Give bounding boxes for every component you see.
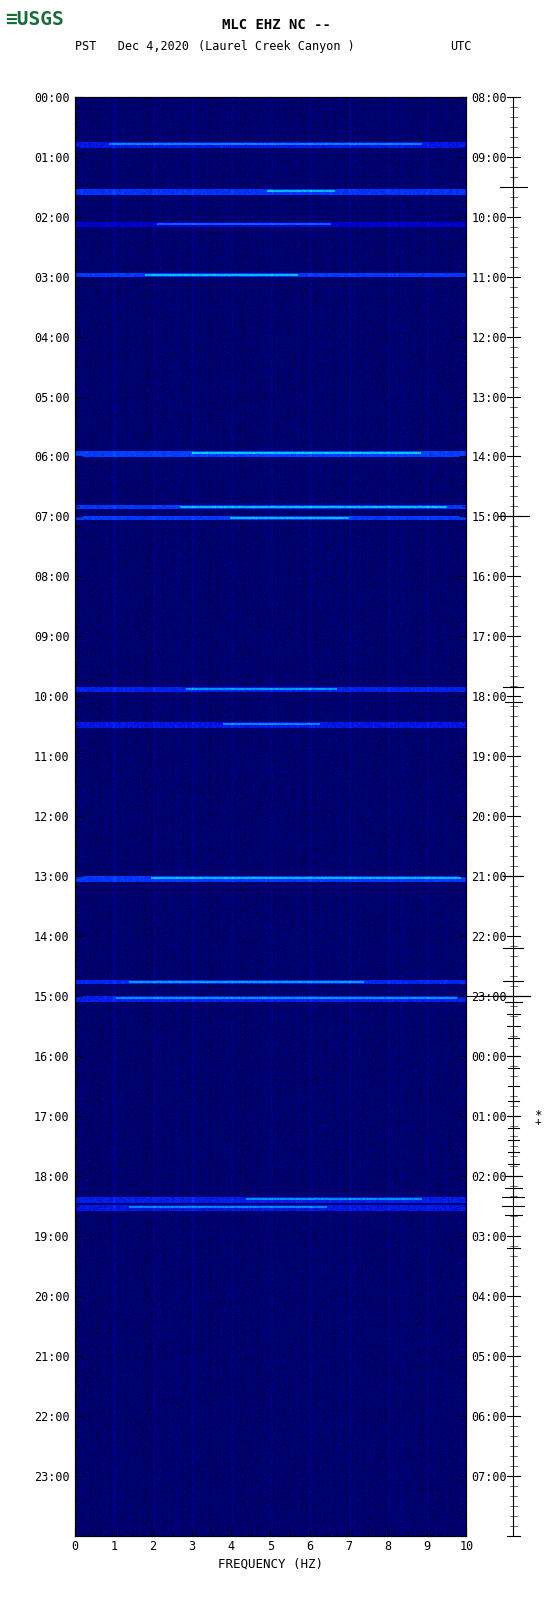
Text: ≡USGS: ≡USGS xyxy=(6,11,64,29)
Text: UTC: UTC xyxy=(450,40,472,53)
Text: *: * xyxy=(534,1110,542,1123)
X-axis label: FREQUENCY (HZ): FREQUENCY (HZ) xyxy=(218,1558,323,1571)
Text: (Laurel Creek Canyon ): (Laurel Creek Canyon ) xyxy=(198,40,354,53)
Text: MLC EHZ NC --: MLC EHZ NC -- xyxy=(221,18,331,32)
Text: PST   Dec 4,2020: PST Dec 4,2020 xyxy=(75,40,189,53)
Text: +: + xyxy=(535,1116,542,1127)
